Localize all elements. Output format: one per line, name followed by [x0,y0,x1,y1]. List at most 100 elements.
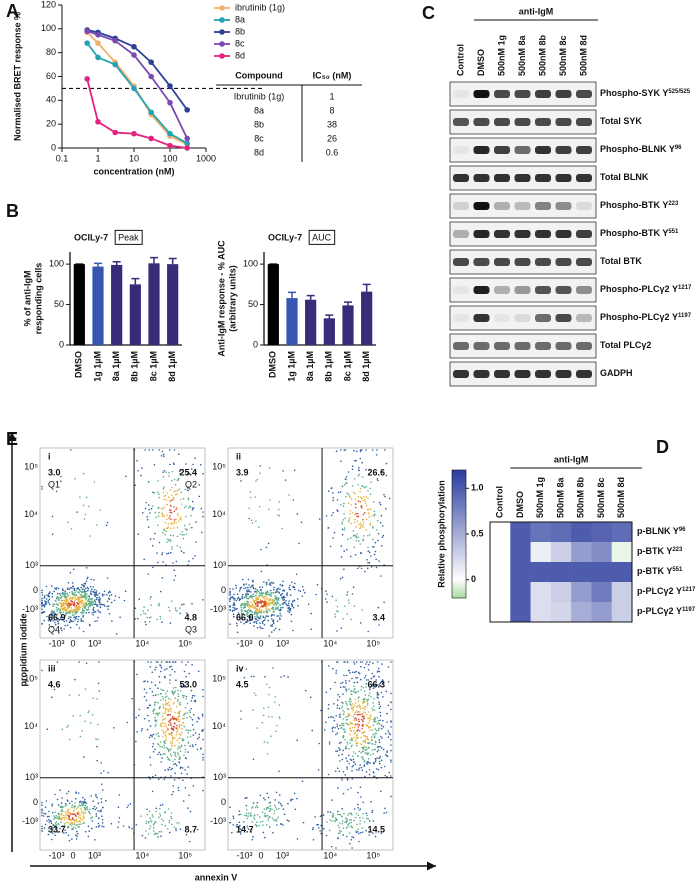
event-dot [145,501,147,504]
event-dot [255,520,257,522]
event-dot [59,827,61,830]
event-dot [77,591,79,593]
event-dot [342,718,345,720]
event-dot [161,757,163,759]
event-dot [381,545,383,547]
event-dot [191,694,194,697]
event-dot [181,534,184,536]
event-dot [358,672,361,675]
heatmap-cell [530,542,552,563]
quadrant-value: 14.7 [236,824,254,834]
event-dot [180,684,182,687]
event-dot [378,670,381,673]
event-dot [73,601,76,603]
event-dot [279,588,281,590]
event-dot [338,696,341,698]
event-dot [54,599,57,602]
event-dot [368,561,371,564]
colorbar-tick-label: 0 [471,574,476,584]
event-dot [383,601,385,604]
event-dot [56,587,58,589]
event-dot [361,769,364,771]
event-dot [369,754,372,756]
event-dot [368,769,371,771]
event-dot [166,661,169,663]
event-dot [379,682,382,685]
event-dot [72,608,74,611]
event-dot [362,715,365,718]
bar [129,284,141,345]
event-dot [357,718,360,720]
event-dot [176,705,178,708]
y-tick-label: 80 [46,47,56,57]
event-dot [269,807,272,810]
event-dot [143,606,145,608]
x-tick-label: -10³ [48,850,64,860]
event-dot [359,525,362,528]
x-axis-label: concentration (nM) [94,166,175,176]
event-dot [282,596,285,598]
event-dot [113,727,115,729]
event-dot [384,449,386,451]
event-dot [146,616,148,619]
event-dot [69,620,71,623]
event-dot [257,615,260,618]
event-dot [373,501,375,503]
event-dot [202,738,204,741]
event-dot [264,617,267,619]
event-dot [347,814,349,816]
event-dot [62,814,64,817]
heatmap-cell [591,542,613,563]
event-dot [283,813,286,815]
event-dot [169,534,172,537]
event-dot [41,808,43,811]
event-dot [73,588,76,590]
blot-band [494,370,510,378]
scatter-cloud [229,661,392,849]
event-dot [51,803,53,805]
event-dot [266,753,269,755]
event-dot [140,729,143,732]
quadrant-value: 53.0 [179,679,197,689]
event-dot [169,714,171,716]
event-dot [159,753,162,756]
event-dot [52,604,55,606]
event-dot [354,702,357,704]
event-dot [262,824,264,826]
table-cell: 8a [254,105,264,115]
event-dot [286,604,289,607]
event-dot [333,703,335,705]
event-dot [178,755,181,758]
event-dot [288,606,291,609]
event-dot [164,769,166,771]
event-dot [183,506,186,509]
event-dot [196,828,199,831]
event-dot [346,723,349,725]
event-dot [366,738,369,740]
event-dot [337,610,339,613]
event-dot [239,813,242,816]
event-dot [378,757,380,760]
event-dot [154,719,156,721]
event-dot [374,684,377,687]
event-dot [337,693,339,696]
event-dot [346,661,349,663]
heatmap-cell [530,562,552,583]
event-dot [368,473,370,476]
event-dot [68,611,71,614]
event-dot [345,827,348,829]
blot-band [555,146,572,154]
event-dot [290,620,293,623]
event-dot [253,605,256,608]
heatmap-cell [490,542,511,563]
event-dot [51,805,53,807]
event-dot [186,712,189,714]
event-dot [336,837,339,839]
event-dot [372,724,375,727]
event-dot [347,825,349,828]
event-dot [389,733,392,736]
event-dot [367,490,369,492]
event-dot [375,741,377,744]
event-dot [43,812,45,815]
event-dot [374,728,377,730]
